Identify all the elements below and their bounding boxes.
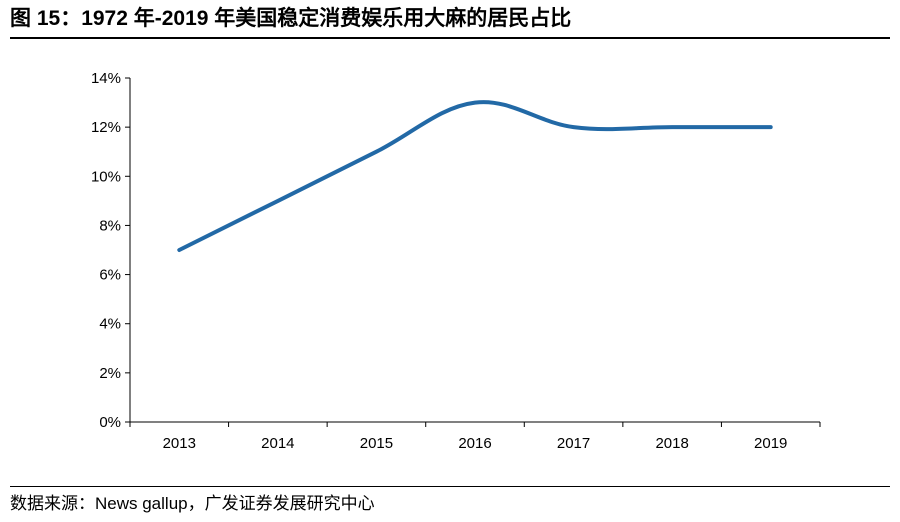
- y-tick-label: 2%: [99, 365, 121, 382]
- x-tick-label: 2014: [261, 435, 294, 452]
- y-tick-label: 6%: [99, 267, 121, 284]
- figure-title: 图 15：1972 年-2019 年美国稳定消费娱乐用大麻的居民占比: [10, 7, 572, 30]
- x-tick-label: 2019: [754, 435, 787, 452]
- title-divider: [10, 37, 890, 39]
- line-chart: 0% 2% 4% 6% 8% 10% 12% 14% 2013 2014 2015 2016 2017…: [91, 70, 821, 452]
- y-tick-label: 8%: [99, 217, 121, 234]
- y-tick-label: 4%: [99, 316, 121, 333]
- chart-axes: [129, 78, 820, 423]
- footer-divider: [10, 486, 890, 487]
- series-layer: [177, 100, 773, 252]
- y-tick-label: 12%: [91, 119, 121, 136]
- y-axis-ticks: 0% 2% 4% 6% 8% 10% 12% 14%: [91, 70, 130, 431]
- x-tick-label: 2016: [458, 435, 491, 452]
- source-note: 数据来源：News gallup，广发证券发展研究中心: [10, 494, 375, 513]
- y-tick-label: 10%: [91, 168, 121, 185]
- x-tick-label: 2015: [360, 435, 393, 452]
- x-axis-ticks: 2013 2014 2015 2016 2017 2018 2019: [129, 422, 821, 452]
- x-tick-label: 2017: [557, 435, 590, 452]
- y-tick-label: 14%: [91, 70, 121, 87]
- y-tick-label: 0%: [99, 414, 121, 431]
- series-line: [177, 100, 773, 252]
- x-tick-label: 2013: [163, 435, 196, 452]
- x-tick-label: 2018: [655, 435, 688, 452]
